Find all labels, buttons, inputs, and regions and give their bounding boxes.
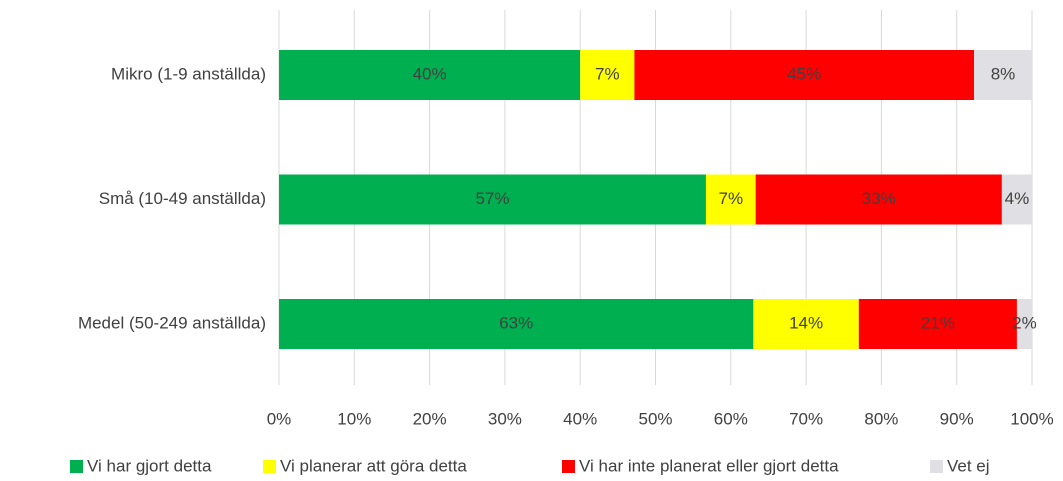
bar-segment xyxy=(279,174,706,225)
legend-label: Vi har inte planerat eller gjort detta xyxy=(579,456,839,475)
data-label: 7% xyxy=(595,64,620,83)
x-tick-label: 30% xyxy=(488,409,522,428)
bar-segment xyxy=(753,299,859,349)
data-label: 57% xyxy=(475,189,509,208)
legend-swatch xyxy=(70,460,83,473)
x-tick-label: 50% xyxy=(638,409,672,428)
legend-label: Vi har gjort detta xyxy=(87,456,212,475)
bar-segment xyxy=(1001,174,1032,225)
bar-segment xyxy=(705,174,756,225)
bar-segment xyxy=(1016,299,1032,349)
data-label: 33% xyxy=(862,189,896,208)
data-label: 2% xyxy=(1012,313,1037,332)
bar-segment xyxy=(279,299,754,349)
bar-segment xyxy=(580,50,635,100)
y-tick-label: Medel (50-249 anställda) xyxy=(78,313,266,332)
data-label: 8% xyxy=(991,64,1016,83)
data-label: 45% xyxy=(787,64,821,83)
data-label: 40% xyxy=(413,64,447,83)
data-label: 4% xyxy=(1005,189,1030,208)
legend-swatch xyxy=(263,460,276,473)
data-label: 14% xyxy=(789,313,823,332)
data-label: 63% xyxy=(499,313,533,332)
y-tick-label: Små (10-49 anställda) xyxy=(99,189,266,208)
legend-swatch xyxy=(930,460,943,473)
x-tick-label: 80% xyxy=(864,409,898,428)
data-label: 7% xyxy=(719,189,744,208)
bar-segment xyxy=(974,50,1032,100)
legend-label: Vet ej xyxy=(947,456,990,475)
bar-segment xyxy=(858,299,1017,349)
x-tick-label: 100% xyxy=(1010,409,1053,428)
bar-segment xyxy=(634,50,975,100)
x-tick-label: 90% xyxy=(940,409,974,428)
bar-segment xyxy=(755,174,1002,225)
x-tick-label: 10% xyxy=(337,409,371,428)
x-tick-label: 60% xyxy=(714,409,748,428)
x-tick-label: 0% xyxy=(267,409,292,428)
legend-swatch xyxy=(562,460,575,473)
x-tick-label: 70% xyxy=(789,409,823,428)
legend-label: Vi planerar att göra detta xyxy=(280,456,467,475)
x-tick-label: 20% xyxy=(413,409,447,428)
bar-segment xyxy=(279,50,581,100)
data-label: 21% xyxy=(921,313,955,332)
y-tick-label: Mikro (1-9 anställda) xyxy=(111,64,266,83)
x-tick-label: 40% xyxy=(563,409,597,428)
